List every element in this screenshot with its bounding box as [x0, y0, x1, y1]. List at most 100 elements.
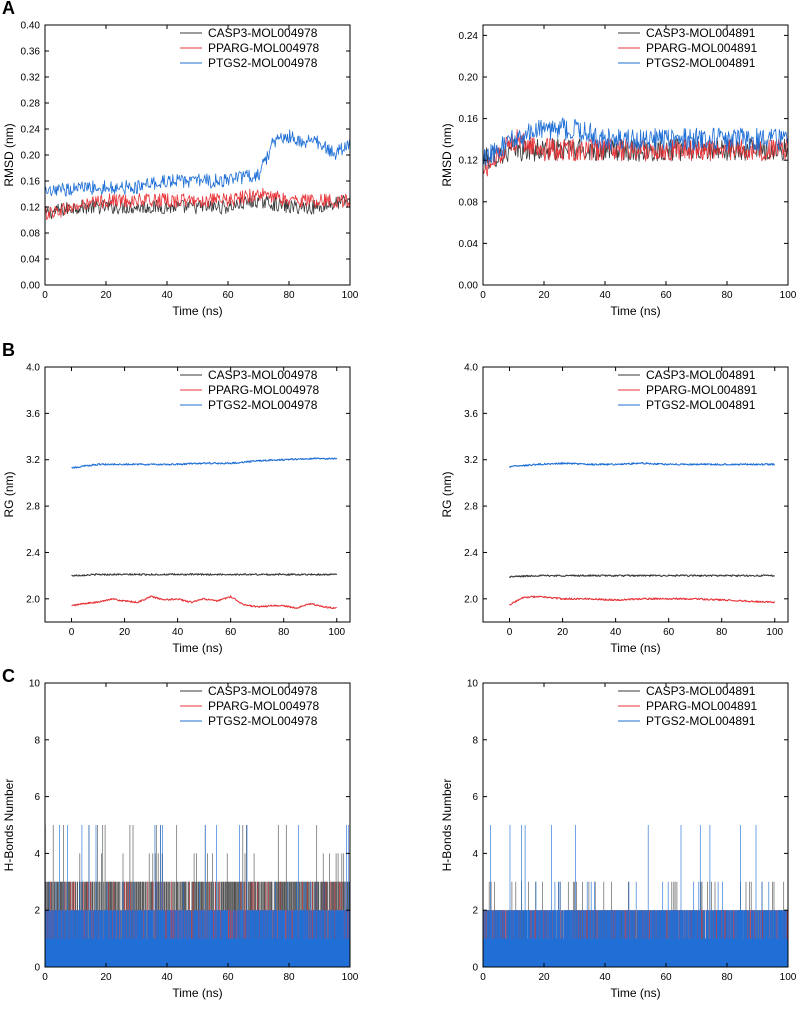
- x-axis-title: Time (ns): [172, 641, 222, 655]
- x-tick-label: 80: [278, 627, 290, 638]
- y-tick-label: 6: [34, 792, 40, 803]
- legend-label-ptgs2: PTGS2-MOL004891: [646, 56, 756, 70]
- x-tick-label: 100: [342, 290, 359, 301]
- series-line-casp3: [71, 573, 338, 577]
- x-tick-label: 100: [780, 290, 797, 301]
- chart-rg-mol004891: 2.0 2.4 2.8 3.2 3.6 4.0 0 20 40 60 80 100 Time (ns) R…: [440, 363, 789, 655]
- x-tick-label: 0: [69, 627, 75, 638]
- hbond-band-ptgs2: [45, 938, 350, 967]
- x-tick-label: 40: [599, 290, 611, 301]
- y-tick-label: 0.04: [21, 255, 41, 266]
- x-tick-label: 20: [538, 972, 550, 983]
- x-tick-label: 20: [119, 627, 131, 638]
- y-tick-label: 0.32: [21, 73, 41, 84]
- series-line-ptgs2: [483, 117, 788, 167]
- x-tick-label: 80: [721, 972, 733, 983]
- hbond-texture-ptgs2: [483, 910, 788, 939]
- y-tick-label: 2: [34, 906, 40, 917]
- legend-label-casp3: CASP3-MOL004891: [646, 368, 756, 382]
- y-tick-label: 2.4: [464, 548, 478, 559]
- y-tick-label: 0.00: [21, 281, 41, 292]
- y-tick-label: 3.6: [26, 409, 40, 420]
- y-tick-label: 2.0: [464, 594, 478, 605]
- y-tick-label: 0: [34, 963, 40, 974]
- y-tick-label: 0.20: [21, 151, 41, 162]
- hbond-series-ptgs2: [483, 825, 788, 967]
- y-tick-label: 0.40: [21, 21, 41, 32]
- y-axis-title: RMSD (nm): [2, 123, 16, 186]
- x-tick-label: 60: [660, 290, 672, 301]
- y-tick-label: 8: [34, 735, 40, 746]
- x-tick-label: 40: [161, 290, 173, 301]
- plot-area: [45, 129, 350, 220]
- y-tick-label: 3.2: [26, 455, 40, 466]
- x-tick-label: 80: [283, 972, 295, 983]
- legend-label-pparg: PPARG-MOL004978: [208, 699, 319, 713]
- y-tick-label: 0.24: [459, 31, 479, 42]
- plot-area: [71, 457, 338, 610]
- x-axis-title: Time (ns): [610, 986, 660, 1000]
- x-tick-label: 100: [328, 627, 345, 638]
- y-tick-label: 2.8: [26, 502, 40, 513]
- y-tick-label: 6: [472, 792, 478, 803]
- y-tick-label: 2.4: [26, 548, 40, 559]
- panel-label-a: A: [2, 0, 15, 18]
- hbond-texture-ptgs2: [45, 910, 350, 939]
- x-tick-label: 60: [663, 627, 675, 638]
- plot-frame: [482, 24, 789, 286]
- plot-frame: [44, 366, 351, 623]
- y-axis-title: RMSD (nm): [440, 123, 454, 186]
- plot-frame: [482, 682, 789, 968]
- plot-area: [483, 825, 788, 967]
- x-tick-label: 20: [557, 627, 569, 638]
- x-tick-label: 60: [222, 290, 234, 301]
- plot-area: [483, 117, 788, 177]
- x-tick-label: 60: [225, 627, 237, 638]
- legend-label-ptgs2: PTGS2-MOL004978: [208, 56, 318, 70]
- x-tick-label: 80: [283, 290, 295, 301]
- legend-label-ptgs2: PTGS2-MOL004978: [208, 714, 318, 728]
- y-tick-label: 4: [472, 849, 478, 860]
- legend-label-casp3: CASP3-MOL004978: [208, 684, 318, 698]
- panel-label-b: B: [2, 340, 15, 360]
- y-tick-label: 4.0: [464, 363, 478, 374]
- x-tick-label: 0: [507, 627, 513, 638]
- series-line-ptgs2: [71, 457, 338, 469]
- y-tick-label: 3.2: [464, 455, 478, 466]
- y-tick-label: 0.08: [459, 197, 479, 208]
- y-tick-label: 0.04: [459, 239, 479, 250]
- x-tick-label: 0: [480, 972, 486, 983]
- series-line-casp3: [45, 193, 350, 220]
- x-tick-label: 40: [610, 627, 622, 638]
- series-line-ptgs2: [509, 461, 775, 468]
- legend-label-pparg: PPARG-MOL004978: [208, 41, 319, 55]
- legend-label-ptgs2: PTGS2-MOL004891: [646, 714, 756, 728]
- y-tick-label: 3.6: [464, 409, 478, 420]
- chart-rg-mol004978: 2.0 2.4 2.8 3.2 3.6 4.0 0 20 40 60 80 100 Time (ns) R…: [2, 363, 351, 655]
- x-tick-label: 100: [342, 972, 359, 983]
- y-tick-label: 0.00: [459, 281, 479, 292]
- y-tick-label: 2.0: [26, 594, 40, 605]
- x-tick-label: 80: [716, 627, 728, 638]
- x-axis-title: Time (ns): [172, 304, 222, 318]
- x-tick-label: 40: [172, 627, 184, 638]
- y-tick-label: 0.28: [21, 99, 41, 110]
- y-tick-label: 10: [467, 679, 479, 690]
- series-line-ptgs2: [45, 129, 350, 197]
- y-tick-label: 0.20: [459, 73, 479, 84]
- y-tick-label: 8: [472, 735, 478, 746]
- series-line-pparg: [71, 595, 337, 610]
- x-tick-label: 100: [766, 627, 783, 638]
- y-tick-label: 2.8: [464, 502, 478, 513]
- y-tick-label: 0.08: [21, 229, 41, 240]
- y-axis-title: H-Bonds Number: [2, 779, 16, 872]
- x-axis-title: Time (ns): [172, 986, 222, 1000]
- panel-label-c: C: [2, 666, 15, 686]
- legend-label-casp3: CASP3-MOL004891: [646, 684, 756, 698]
- y-axis-title: RG (nm): [440, 472, 454, 518]
- y-tick-label: 0.12: [21, 203, 41, 214]
- series-line-pparg: [509, 595, 776, 606]
